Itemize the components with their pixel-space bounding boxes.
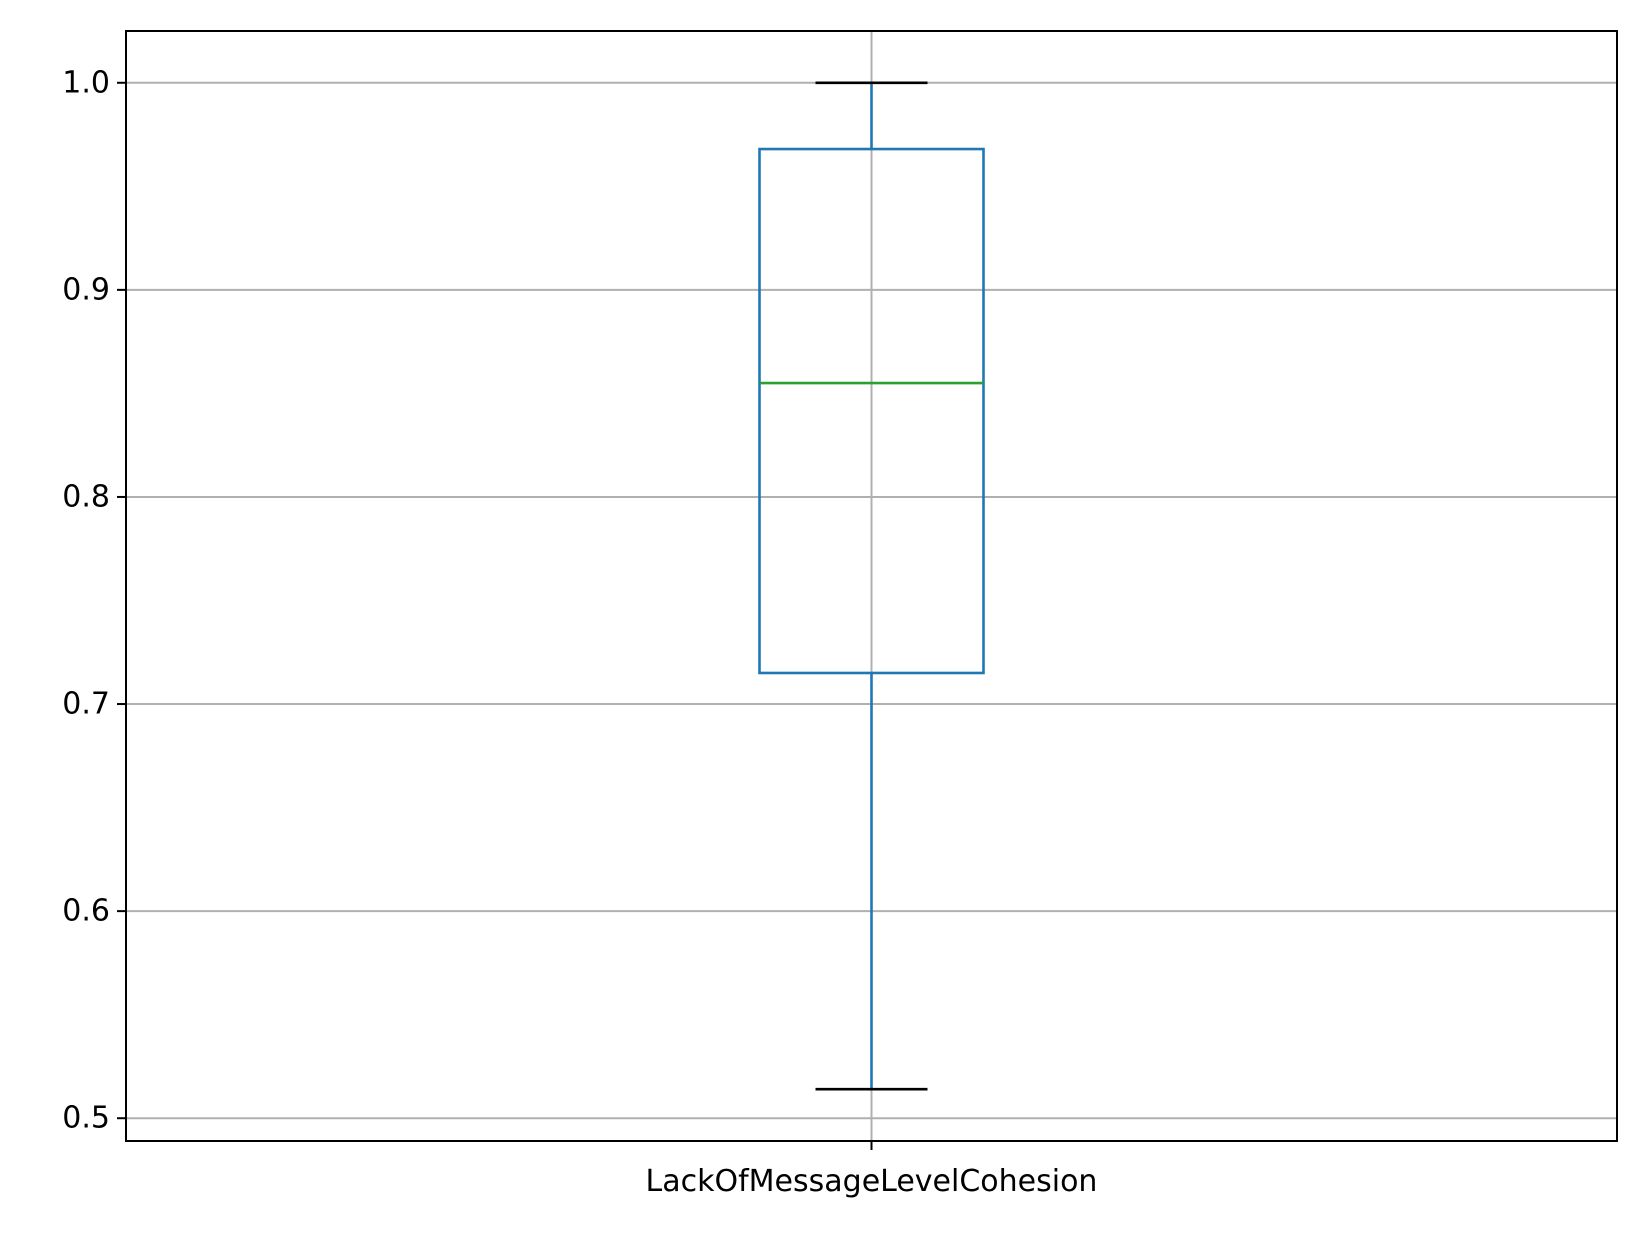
y-tick-label: 0.5	[62, 1101, 110, 1136]
iqr-box	[758, 147, 985, 675]
box-series	[758, 81, 985, 1091]
y-tick-label: 0.8	[62, 479, 110, 514]
y-tick-label: 1.0	[62, 65, 110, 100]
x-tick-label: LackOfMessageLevelCohesion	[646, 1164, 1098, 1199]
y-tick-label: 0.9	[62, 272, 110, 307]
axis-ticks: 0.5 0.6 0.7 0.8 0.9 1.0 LackOfMessageLevelCohe…	[62, 65, 1097, 1199]
y-tick-label: 0.6	[62, 894, 110, 929]
y-tick-label: 0.7	[62, 687, 110, 722]
